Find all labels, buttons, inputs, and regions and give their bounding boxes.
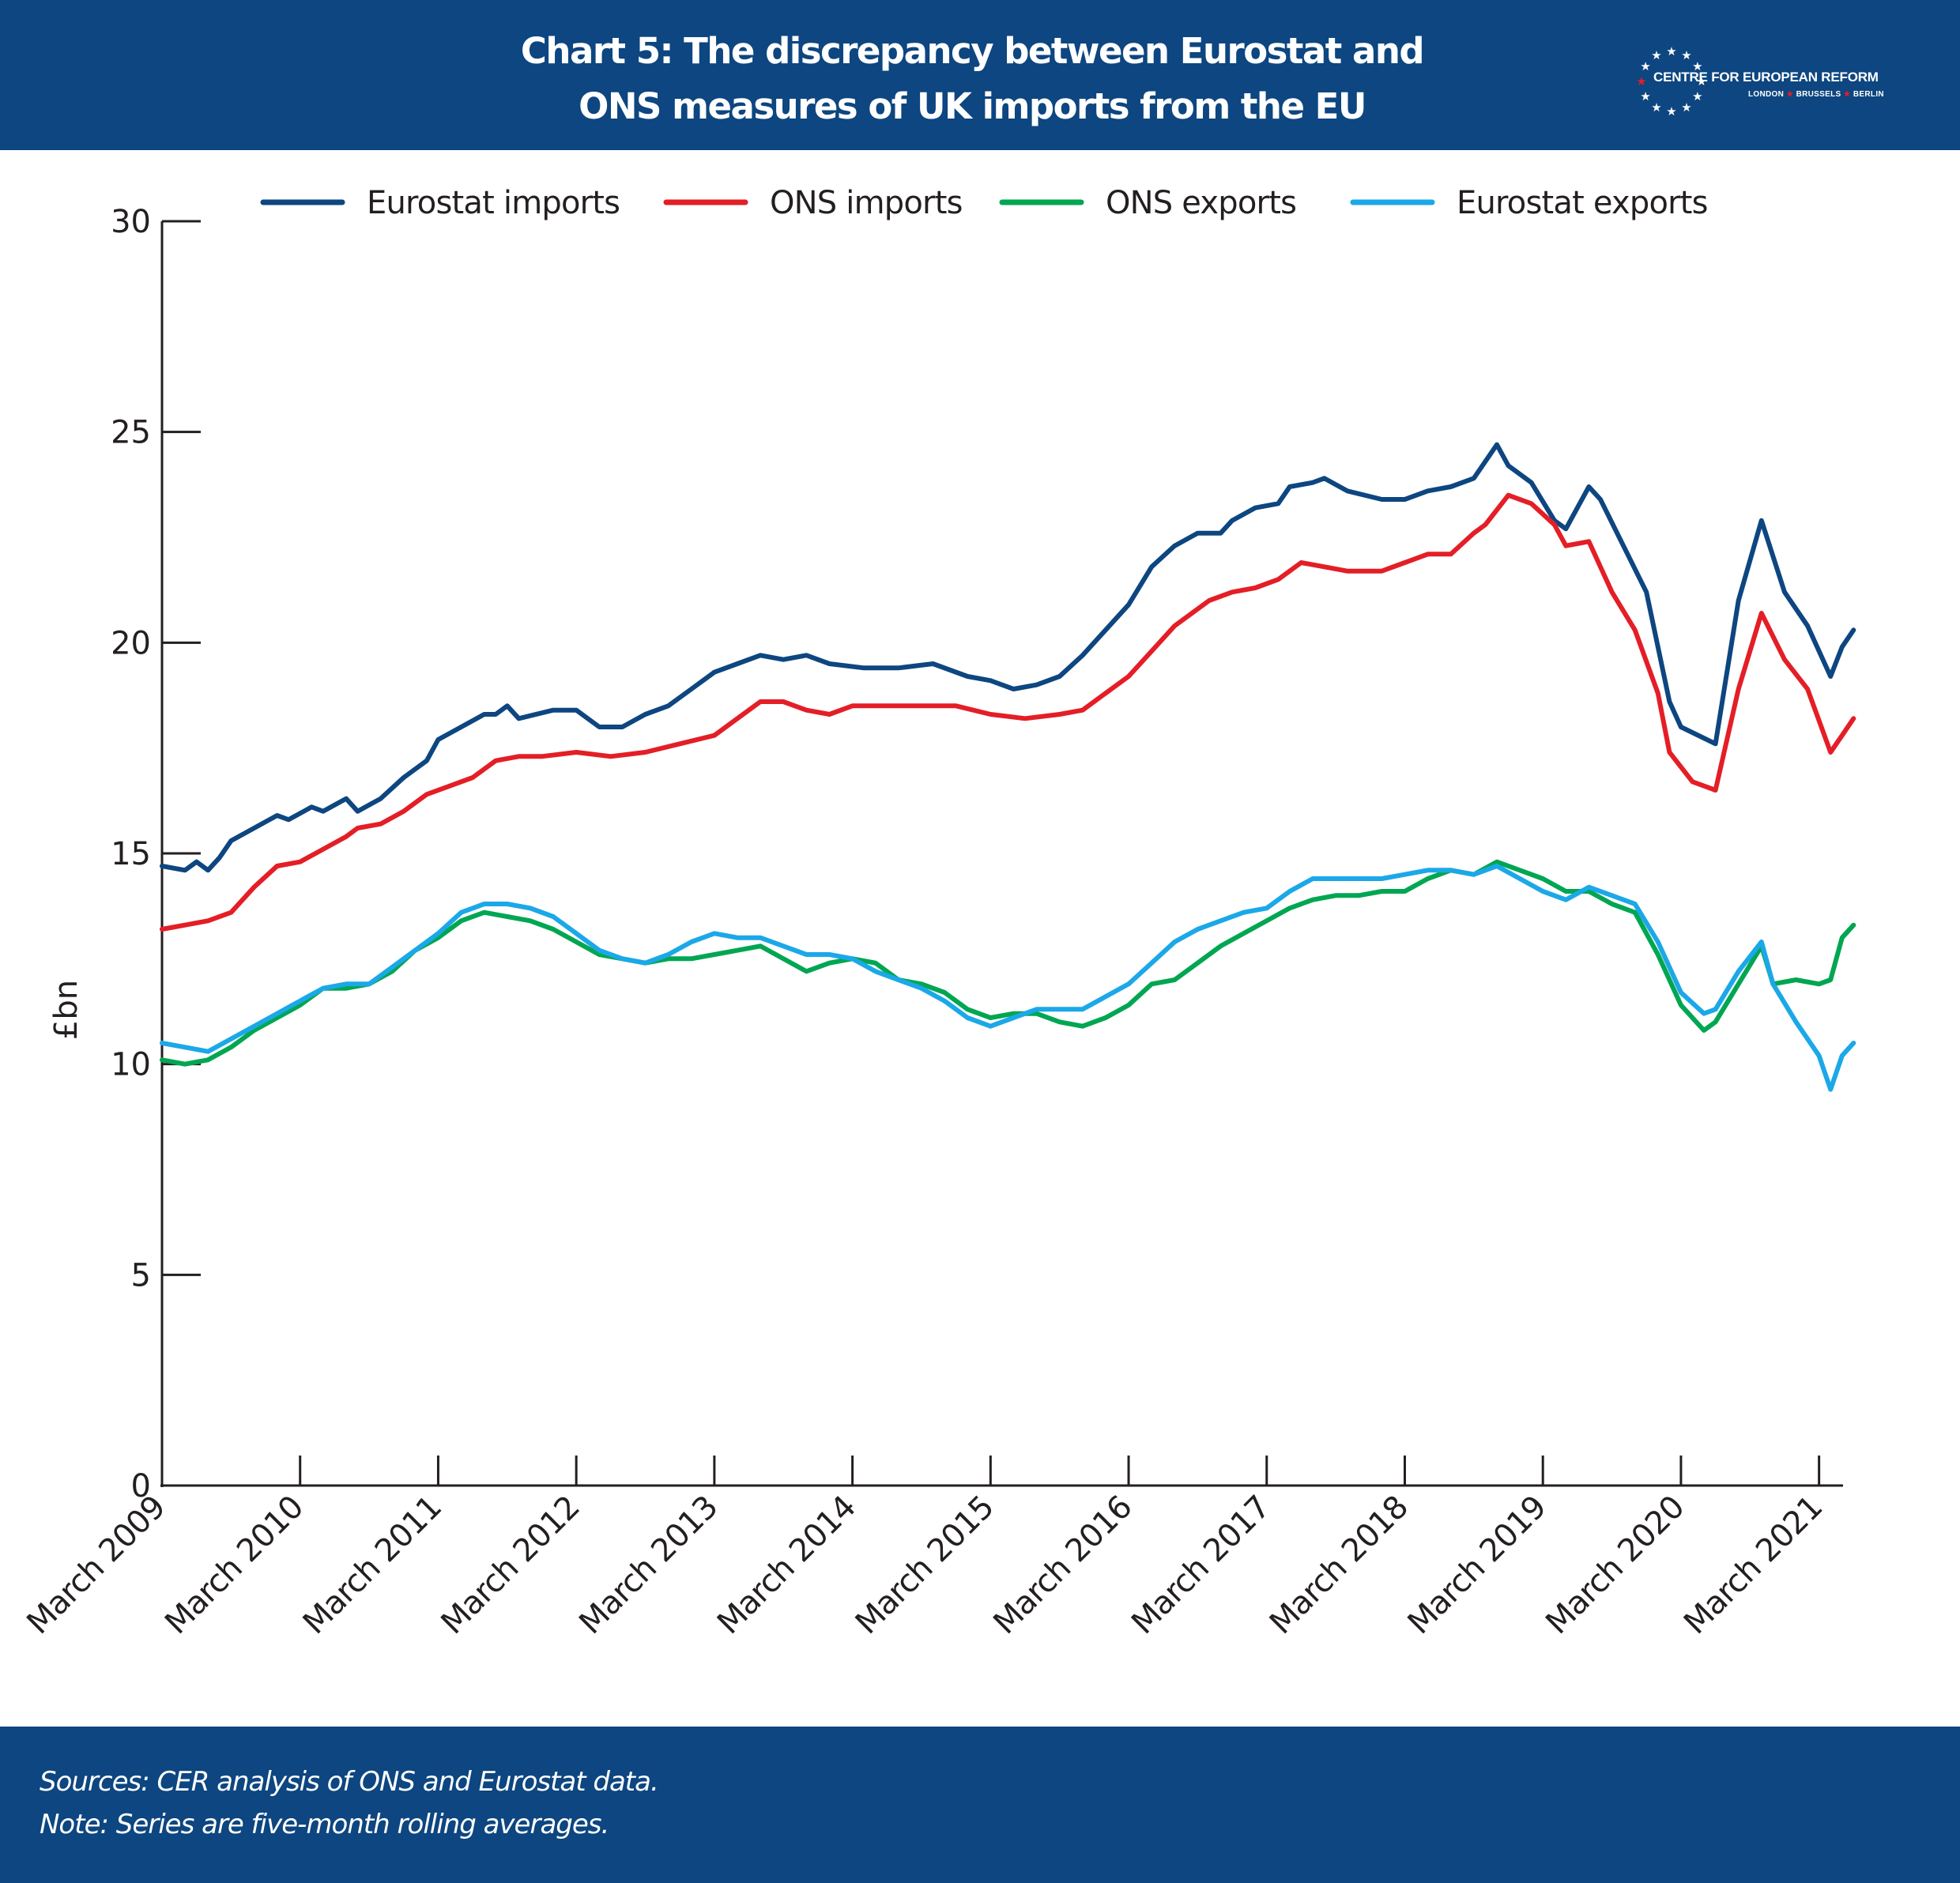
logo-star-icon: ★ [1681, 100, 1691, 115]
chart-title-line-1: Chart 5: The discrepancy between Eurosta… [520, 30, 1425, 72]
chart-footer: Sources: CER analysis of ONS and Eurosta… [0, 1727, 1960, 1883]
eu-stars-logo-icon: ★ ★★★★★★★★★★★ [1636, 44, 1706, 119]
x-tick-label: March 2010 [158, 1489, 311, 1642]
line-chart: Eurostat imports ONS imports ONS exports Eu… [20, 185, 1856, 1641]
chart-series [160, 442, 1856, 1092]
x-tick-label: March 2020 [1539, 1489, 1691, 1642]
y-tick-label: 20 [111, 625, 151, 661]
x-tick-label: March 2009 [20, 1489, 172, 1642]
chart-header: Chart 5: The discrepancy between Eurosta… [0, 0, 1960, 150]
y-tick-label: 15 [111, 836, 151, 872]
legend-label: ONS imports [770, 185, 963, 221]
legend-label: ONS exports [1106, 185, 1296, 221]
sources-note: Sources: CER analysis of ONS and Eurosta… [40, 1766, 659, 1798]
logo-star-icon: ★ [1692, 89, 1702, 104]
chart-title-line-2: ONS measures of UK imports from the EU [579, 85, 1366, 127]
logo-star-icon: ★ [1651, 48, 1661, 62]
x-tick-label: March 2015 [849, 1489, 1001, 1642]
y-tick-label: 30 [111, 204, 151, 240]
series-line-eurostat-imports [160, 442, 1856, 873]
legend-label: Eurostat exports [1457, 185, 1708, 221]
logo-name: CENTRE FOR EUROPEAN REFORM [1653, 70, 1879, 85]
logo-star-icon: ★ [1651, 100, 1661, 115]
logo-star-icon: ★ [1666, 104, 1676, 119]
logo-star-icon: ★ [1640, 89, 1650, 104]
logo-star-icon: ★ [1692, 59, 1702, 73]
x-tick-label: March 2011 [296, 1489, 449, 1642]
y-tick-label: 25 [111, 415, 151, 451]
x-tick-label: March 2014 [710, 1489, 863, 1642]
x-tick-label: March 2018 [1263, 1489, 1415, 1642]
x-tick-label: March 2016 [986, 1489, 1139, 1642]
logo-city-london: LONDON [1748, 90, 1785, 99]
logo-star-icon: ★ [1636, 74, 1646, 89]
series-line-ons-exports [160, 859, 1856, 1067]
logo-city-brussels: BRUSSELS [1796, 90, 1841, 99]
series-note: Note: Series are five-month rolling aver… [40, 1809, 609, 1840]
series-line-eurostat-exports [160, 864, 1856, 1092]
x-tick-label: March 2021 [1677, 1489, 1830, 1642]
red-star-icon: ★ [1843, 90, 1851, 99]
logo-star-icon: ★ [1696, 74, 1706, 89]
y-axis-label: £bn [48, 980, 85, 1040]
red-star-icon: ★ [1786, 90, 1794, 99]
y-tick-label: 10 [111, 1047, 151, 1083]
x-tick-label: March 2012 [435, 1489, 587, 1642]
logo-cities: LONDON ★ BRUSSELS ★ BERLIN [1748, 90, 1884, 99]
logo-star-icon: ★ [1640, 59, 1650, 73]
x-tick-label: March 2013 [572, 1489, 725, 1642]
logo-star-icon: ★ [1681, 48, 1691, 62]
logo-star-icon: ★ [1666, 44, 1676, 58]
x-tick-label: March 2019 [1401, 1489, 1554, 1642]
legend-label: Eurostat imports [367, 185, 620, 221]
x-tick-label: March 2017 [1125, 1489, 1277, 1642]
logo-city-berlin: BERLIN [1853, 90, 1884, 99]
chart-legend: Eurostat imports ONS imports ONS exports Eu… [260, 185, 1709, 221]
series-line-ons-imports [160, 492, 1856, 932]
y-tick-label: 5 [131, 1257, 151, 1294]
y-tick-label: 0 [131, 1468, 151, 1505]
